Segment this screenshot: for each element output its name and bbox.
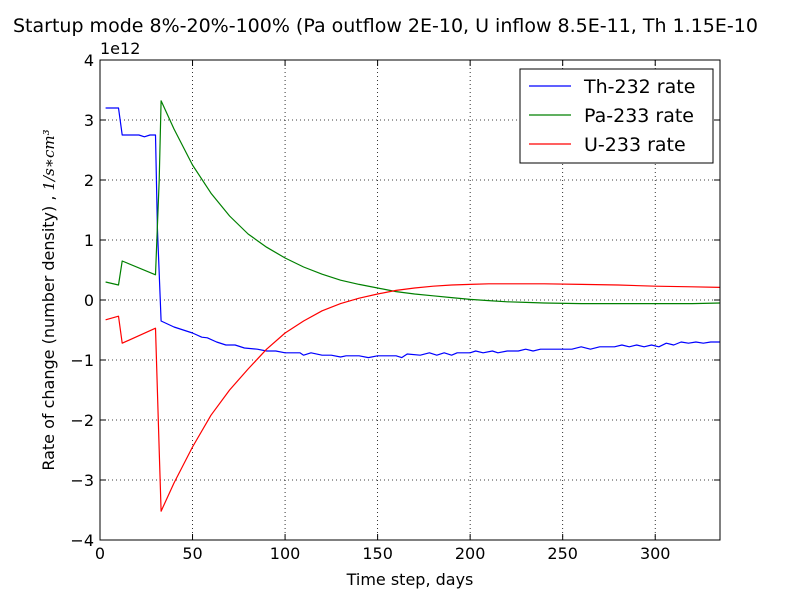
ticks: 0 50 100 150 200 250 300 −4 −3 −2 −1 0 1 2 3 4 [70, 51, 720, 563]
legend: Th-232 rate Pa-233 rate U-233 rate [519, 68, 714, 164]
y-axis-unit: 1/s∗cm³ [40, 129, 58, 190]
x-tick-label: 50 [182, 544, 202, 563]
x-tick-label: 100 [270, 544, 301, 563]
y-tick-label: −2 [70, 411, 94, 430]
x-tick-label: 200 [455, 544, 486, 563]
y-tick-label: −1 [70, 351, 94, 370]
series-layer [105, 100, 721, 512]
y-multiplier-label: 1e12 [100, 39, 140, 58]
y-tick-label: −4 [70, 531, 94, 550]
x-tick-label: 250 [547, 544, 578, 563]
y-tick-label: −3 [70, 471, 94, 490]
legend-label: Pa-233 rate [584, 105, 694, 127]
series-line-u-233-rate [105, 283, 721, 512]
x-tick-label: 150 [362, 544, 393, 563]
legend-label: U-233 rate [584, 134, 686, 156]
y-tick-label: 2 [84, 171, 94, 190]
y-tick-label: 3 [84, 111, 94, 130]
legend-label: Th-232 rate [583, 76, 695, 98]
y-axis-title-text: Rate of change (number density) , [39, 190, 58, 470]
series-line-th-232-rate [105, 107, 720, 359]
y-tick-label: 4 [84, 51, 94, 70]
chart-title: Startup mode 8%-20%-100% (Pa outflow 2E-… [13, 15, 758, 37]
y-tick-label: 1 [84, 231, 94, 250]
series-line-pa-233-rate [105, 100, 721, 305]
x-axis-title: Time step, days [346, 570, 474, 589]
y-tick-label: 0 [84, 291, 94, 310]
legend-box [519, 68, 714, 164]
x-tick-label: 300 [640, 544, 671, 563]
x-tick-label: 0 [95, 544, 105, 563]
y-axis-title: Rate of change (number density) , 1/s∗cm… [39, 129, 58, 470]
